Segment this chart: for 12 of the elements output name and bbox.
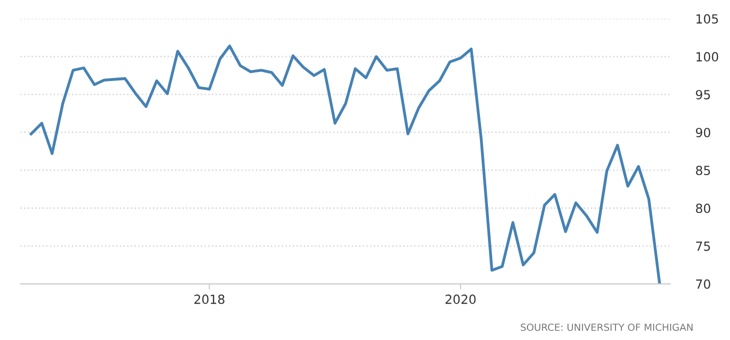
y-tick-label: 90	[696, 128, 710, 138]
y-tick-label: 70	[696, 279, 710, 289]
y-tick-label: 105	[696, 14, 718, 24]
y-tick-label: 80	[696, 204, 710, 214]
y-tick-label: 100	[696, 52, 718, 62]
x-tick-label: 2018	[194, 294, 224, 304]
line-series	[30, 44, 661, 284]
y-tick-label: 85	[696, 166, 710, 176]
source-note: SOURCE: UNIVERSITY OF MICHIGAN	[520, 324, 693, 331]
x-tick-label: 2020	[446, 294, 476, 304]
y-tick-label: 75	[696, 242, 710, 251]
y-tick-label: 95	[696, 90, 710, 100]
